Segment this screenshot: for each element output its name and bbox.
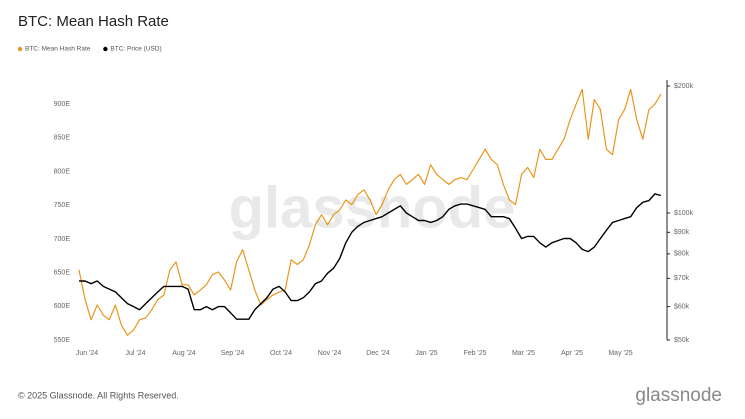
x-tick-label: Nov '24: [318, 350, 342, 357]
legend-marker: [103, 46, 108, 52]
x-tick-label: May '25: [608, 350, 632, 357]
y2-tick-label: $90k: [674, 229, 690, 236]
x-tick-label: Aug '24: [172, 350, 196, 357]
x-tick-label: Jan '25: [415, 350, 437, 357]
y2-tick-label: $200k: [674, 83, 694, 90]
chart-title: BTC: Mean Hash Rate: [18, 13, 169, 30]
y-tick-label: 700E: [54, 236, 71, 243]
y2-tick-label: $70k: [674, 275, 690, 282]
legend-label: BTC: Price (USD): [110, 46, 161, 53]
x-tick-label: Oct '24: [270, 350, 292, 357]
y-tick-label: 900E: [54, 101, 71, 108]
y-tick-label: 750E: [54, 202, 71, 209]
series-line: [79, 193, 662, 320]
legend-label: BTC: Mean Hash Rate: [25, 46, 91, 53]
y2-tick-label: $50k: [674, 337, 690, 344]
x-tick-label: Jun '24: [76, 350, 98, 357]
y-tick-label: 850E: [54, 135, 71, 142]
footer: © 2025 Glassnode. All Rights Reserved.: [18, 390, 179, 400]
x-tick-label: Mar '25: [512, 350, 535, 357]
x-tick-label: Jul '24: [125, 350, 145, 357]
y2-tick-label: $60k: [674, 303, 690, 310]
y-tick-label: 800E: [54, 168, 71, 175]
series-line: [78, 88, 662, 336]
y-tick-label: 650E: [54, 269, 71, 276]
y2-tick-label: $80k: [674, 251, 690, 258]
x-tick-label: Dec '24: [366, 350, 390, 357]
y-tick-label: 600E: [54, 303, 71, 310]
watermark: glassnode: [229, 175, 516, 240]
y-tick-label: 550E: [54, 337, 71, 344]
y2-tick-label: $100k: [674, 210, 694, 217]
legend-marker: [17, 46, 23, 52]
x-tick-label: Apr '25: [561, 350, 583, 357]
logo: glassnode: [635, 385, 722, 406]
x-tick-label: Feb '25: [463, 350, 486, 357]
x-tick-label: Sep '24: [221, 350, 245, 357]
